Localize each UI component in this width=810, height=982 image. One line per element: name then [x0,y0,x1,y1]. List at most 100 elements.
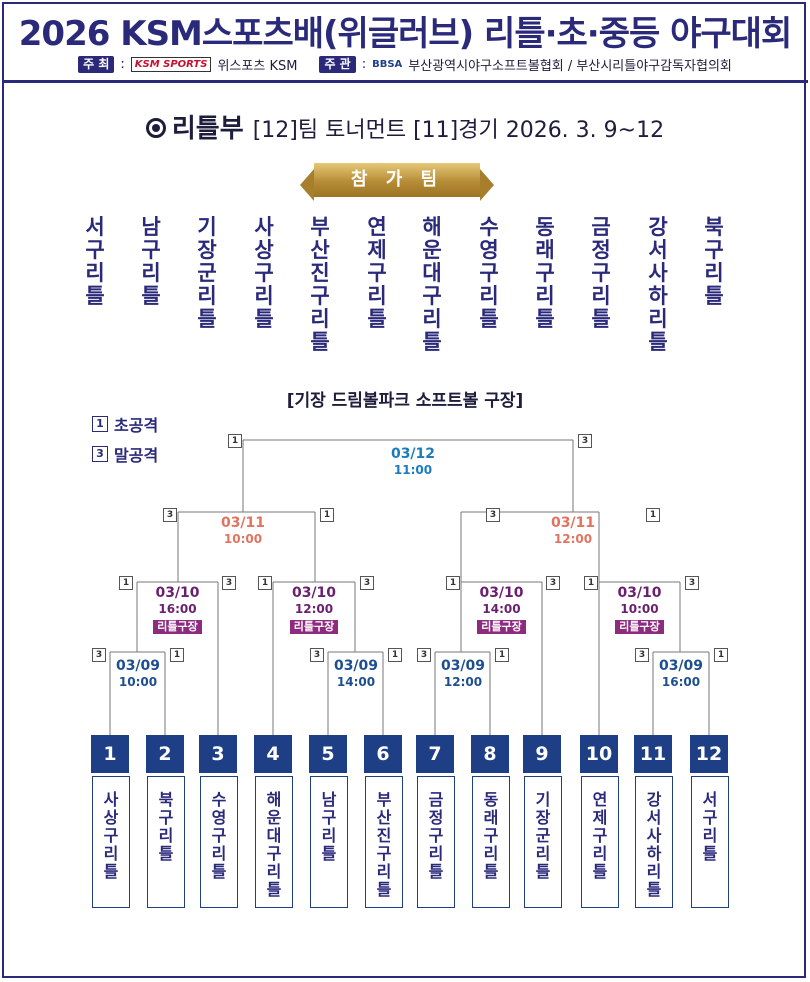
r1c-time: 12:00 [443,675,483,689]
r1a-left-mark: 3 [92,648,106,662]
final-right-mark: 3 [578,434,592,448]
qf4-left-mark: 1 [584,576,598,590]
organizer-tag: 주 관 [319,56,356,73]
r1c-line [434,651,491,735]
r1d-match: 03/09 16:00 [651,658,711,690]
qf4-right-mark: 3 [685,576,699,590]
r1d-right-mark: 1 [714,648,728,662]
semi1-match: 03/11 10:00 [203,515,283,547]
slot-number: 8 [471,735,509,773]
final-date: 03/12 [390,446,436,462]
slot-number: 4 [254,735,292,773]
slot-number: 1 [91,735,129,773]
legend-bottom-label: 말공격 [114,446,159,465]
semi2-left-mark: 3 [486,508,500,522]
qf1-date: 03/10 [155,585,200,601]
r1a-date: 03/09 [115,658,161,674]
semi1-right-mark: 1 [320,508,334,522]
qf2-date: 03/10 [291,585,337,601]
participants-label: 참 가 팀 [314,163,480,197]
host-tag: 주 최 [78,56,115,73]
qf1-match: 03/10 16:00 리틀구장 [137,585,218,634]
r1c-right-mark: 1 [495,648,509,662]
bbsa-logo: BBSA [372,59,403,70]
qf2-left-mark: 1 [258,576,272,590]
final-time: 11:00 [393,463,433,477]
slot-number: 10 [580,735,618,773]
qf4-field: 리틀구장 [615,620,664,634]
qf4-date: 03/10 [617,585,662,601]
r1c-left-mark: 3 [417,648,431,662]
slot-number: 11 [634,735,672,773]
r1b-line [327,651,384,735]
slot-number: 3 [199,735,237,773]
slot-number: 2 [146,735,184,773]
semi1-time: 10:00 [223,532,263,546]
semi2-right-mark: 1 [646,508,660,522]
bullet-icon [145,118,166,138]
qf4-time: 10:00 [620,602,659,616]
r1b-match: 03/09 14:00 [326,658,386,690]
legend-top: 1 초공격 [92,412,158,436]
r1a-line [109,651,166,735]
qf1-left-mark: 1 [119,576,133,590]
semi2-match: 03/11 12:00 [533,515,613,547]
r1d-line [652,651,710,735]
semi1-line [177,511,316,582]
slot-number: 9 [523,735,561,773]
qf2-time: 12:00 [294,602,334,616]
slot-number: 6 [364,735,402,773]
qf3-field: 리틀구장 [477,620,526,634]
slot-number: 5 [309,735,347,773]
r1d-time: 16:00 [661,675,701,689]
semi2-date: 03/11 [550,515,596,531]
organizer-name: 부산광역시야구소프트볼협회 / 부산시리틀야구감독자협의회 [408,59,732,74]
final-line [242,439,574,512]
r1c-date: 03/09 [440,658,486,674]
division-name: 리틀부 [171,114,244,144]
qf3-match: 03/10 14:00 리틀구장 [461,585,542,634]
legend-bottom-box: 3 [92,446,108,462]
slot-number: 7 [416,735,454,773]
qf3-left-mark: 1 [446,576,460,590]
qf4-line [598,581,681,735]
r1b-right-mark: 1 [388,648,402,662]
r1c-match: 03/09 12:00 [433,658,493,690]
final-match: 03/12 11:00 [373,446,453,478]
qf1-field: 리틀구장 [153,620,202,634]
qf4-match: 03/10 10:00 리틀구장 [599,585,680,634]
r1d-date: 03/09 [658,658,704,674]
subtitle-row: 주 최 : KSM SPORTS 위스포츠 KSM 주 관 : BBSA 부산광… [0,55,810,74]
qf3-line [460,581,543,735]
qf3-date: 03/10 [479,585,524,601]
